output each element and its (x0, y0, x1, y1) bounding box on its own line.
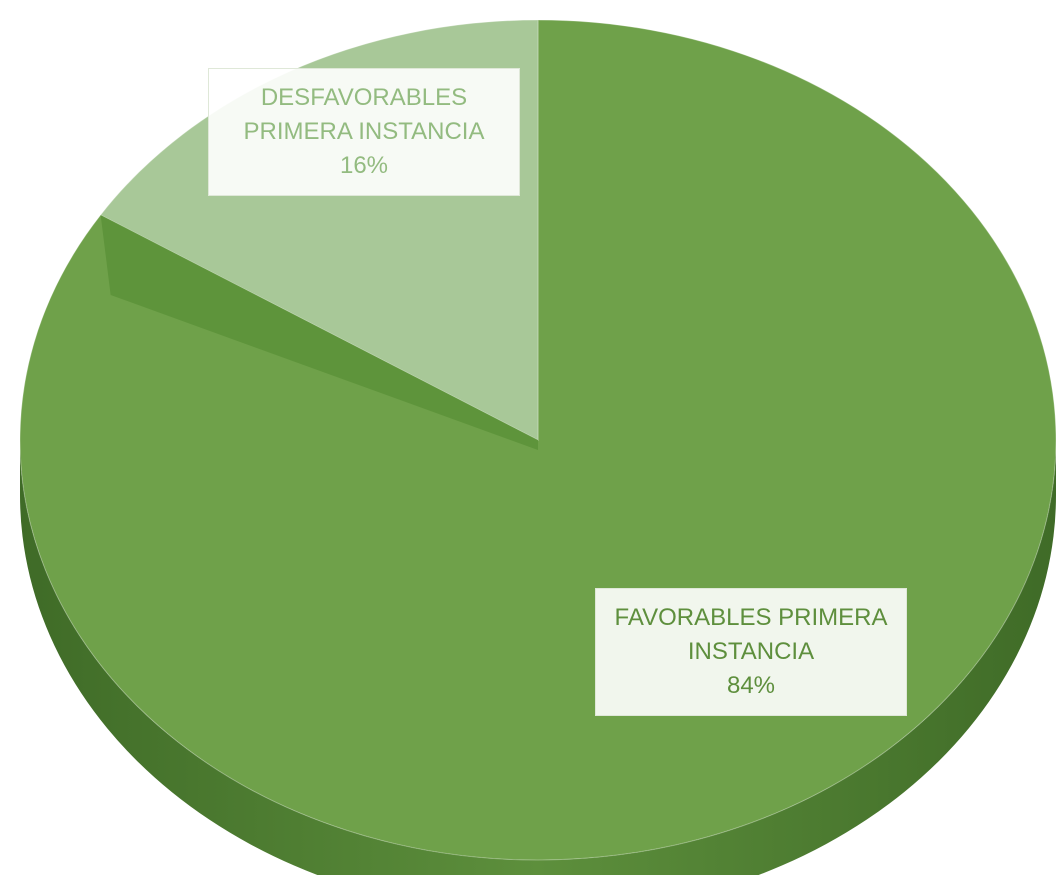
label-category: DESFAVORABLES PRIMERA INSTANCIA (243, 84, 485, 145)
data-label: DESFAVORABLES PRIMERA INSTANCIA 16% (208, 68, 520, 196)
label-value: 16% (339, 152, 389, 179)
label-category: FAVORABLES PRIMERA INSTANCIA (614, 604, 888, 665)
slice-wall (100, 214, 539, 450)
data-label: FAVORABLES PRIMERA INSTANCIA 84% (595, 588, 907, 716)
label-value: 84% (726, 672, 776, 699)
